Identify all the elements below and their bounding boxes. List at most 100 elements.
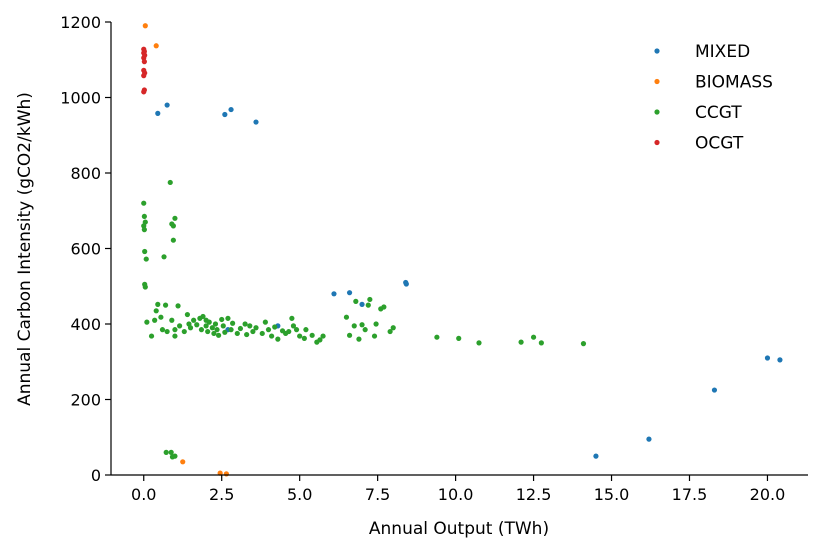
- data-point-ccgt: [175, 303, 181, 309]
- data-point-ccgt: [351, 323, 357, 329]
- data-point-ccgt: [181, 328, 187, 335]
- data-point-ccgt: [580, 341, 587, 347]
- data-point-ccgt: [222, 329, 228, 335]
- data-point-ccgt: [191, 317, 197, 323]
- data-point-biomass: [223, 471, 229, 477]
- data-point-mixed: [764, 355, 771, 361]
- legend-label: BIOMASS: [695, 73, 773, 93]
- data-point-ccgt: [209, 325, 215, 331]
- data-point-mixed: [346, 290, 353, 296]
- data-point-ccgt: [259, 330, 265, 337]
- data-point-ccgt: [371, 333, 378, 339]
- data-point-ccgt: [155, 301, 161, 307]
- data-point-ocgt: [141, 59, 147, 65]
- data-point-ccgt: [214, 327, 220, 333]
- data-point-ccgt: [297, 333, 303, 339]
- data-point-ccgt: [205, 328, 211, 335]
- data-point-ccgt: [187, 325, 194, 331]
- data-point-biomass: [180, 459, 186, 465]
- data-point-mixed: [711, 387, 718, 393]
- data-point-ccgt: [211, 330, 217, 337]
- plot-points: [141, 23, 783, 477]
- data-point-ccgt: [184, 311, 190, 318]
- data-point-ccgt: [219, 316, 225, 323]
- y-tick-label: 1200: [60, 13, 101, 32]
- y-tick-label: 600: [70, 240, 101, 259]
- data-point-ccgt: [158, 314, 164, 320]
- x-tick-label: 20.0: [750, 485, 786, 504]
- data-point-ccgt: [152, 317, 158, 323]
- data-point-ccgt: [153, 308, 159, 314]
- data-point-mixed: [253, 119, 259, 125]
- data-point-ccgt: [476, 340, 482, 346]
- x-axis-label: Annual Output (TWh): [369, 519, 549, 539]
- data-point-ccgt: [144, 319, 150, 325]
- data-point-ccgt: [170, 223, 176, 229]
- legend-marker: [654, 139, 660, 146]
- data-point-ccgt: [387, 328, 393, 335]
- y-tick-label: 400: [70, 315, 101, 334]
- data-point-ccgt: [244, 331, 250, 338]
- data-point-ccgt: [538, 340, 544, 346]
- data-point-ccgt: [275, 336, 281, 342]
- data-point-ccgt: [289, 315, 295, 321]
- data-point-ccgt: [373, 321, 379, 327]
- data-point-mixed: [155, 110, 161, 116]
- data-point-ccgt: [303, 327, 309, 333]
- data-point-ccgt: [230, 320, 236, 326]
- legend-marker: [654, 48, 660, 54]
- data-point-ccgt: [148, 333, 155, 339]
- data-point-ccgt: [237, 325, 244, 332]
- y-tick-label: 200: [70, 391, 101, 410]
- x-tick-label: 7.5: [365, 485, 390, 504]
- legend-label: OCGT: [695, 134, 744, 154]
- data-point-ccgt: [286, 328, 292, 335]
- data-point-ccgt: [228, 327, 234, 333]
- data-point-ccgt: [225, 315, 231, 321]
- data-point-ccgt: [343, 314, 350, 320]
- data-point-ccgt: [390, 325, 396, 331]
- legend-item-biomass: BIOMASS: [654, 73, 773, 93]
- data-point-mixed: [646, 436, 652, 442]
- data-point-ccgt: [247, 323, 253, 329]
- data-point-ccgt: [359, 322, 365, 328]
- data-point-ccgt: [272, 324, 278, 330]
- data-point-ccgt: [194, 322, 200, 328]
- legend-item-ccgt: CCGT: [654, 103, 742, 123]
- data-point-ccgt: [530, 334, 537, 340]
- series-ccgt: [141, 179, 587, 460]
- legend-marker: [654, 78, 660, 85]
- data-point-ccgt: [172, 327, 178, 333]
- data-point-ocgt: [141, 89, 147, 95]
- data-point-ccgt: [317, 337, 323, 343]
- y-tick-label: 800: [70, 164, 101, 183]
- data-point-ccgt: [161, 254, 167, 260]
- data-point-mixed: [593, 453, 599, 459]
- data-point-ocgt: [141, 73, 147, 79]
- data-point-ccgt: [172, 333, 178, 339]
- data-point-ccgt: [203, 323, 209, 329]
- x-tick-label: 10.0: [438, 485, 474, 504]
- data-point-ccgt: [346, 332, 353, 338]
- data-point-ccgt: [367, 296, 373, 303]
- data-point-mixed: [222, 111, 228, 118]
- data-point-mixed: [359, 301, 365, 307]
- data-point-ccgt: [293, 327, 300, 333]
- data-point-ccgt: [141, 213, 147, 220]
- data-point-ccgt: [265, 327, 272, 333]
- x-tick-label: 15.0: [594, 485, 630, 504]
- data-point-ccgt: [234, 330, 240, 337]
- legend-marker: [654, 109, 660, 115]
- data-point-ccgt: [365, 302, 371, 308]
- x-tick-label: 0.0: [131, 485, 156, 504]
- data-point-ccgt: [518, 339, 524, 345]
- data-point-ccgt: [362, 327, 368, 333]
- data-point-ccgt: [434, 334, 440, 340]
- data-point-ccgt: [163, 449, 169, 455]
- series-mixed: [155, 102, 783, 459]
- data-point-ccgt: [169, 317, 175, 323]
- y-axis-label: Annual Carbon Intensity (gCO2/kWh): [15, 92, 35, 406]
- y-ticks: 0 200 400 600 800 1000 1200: [60, 13, 111, 485]
